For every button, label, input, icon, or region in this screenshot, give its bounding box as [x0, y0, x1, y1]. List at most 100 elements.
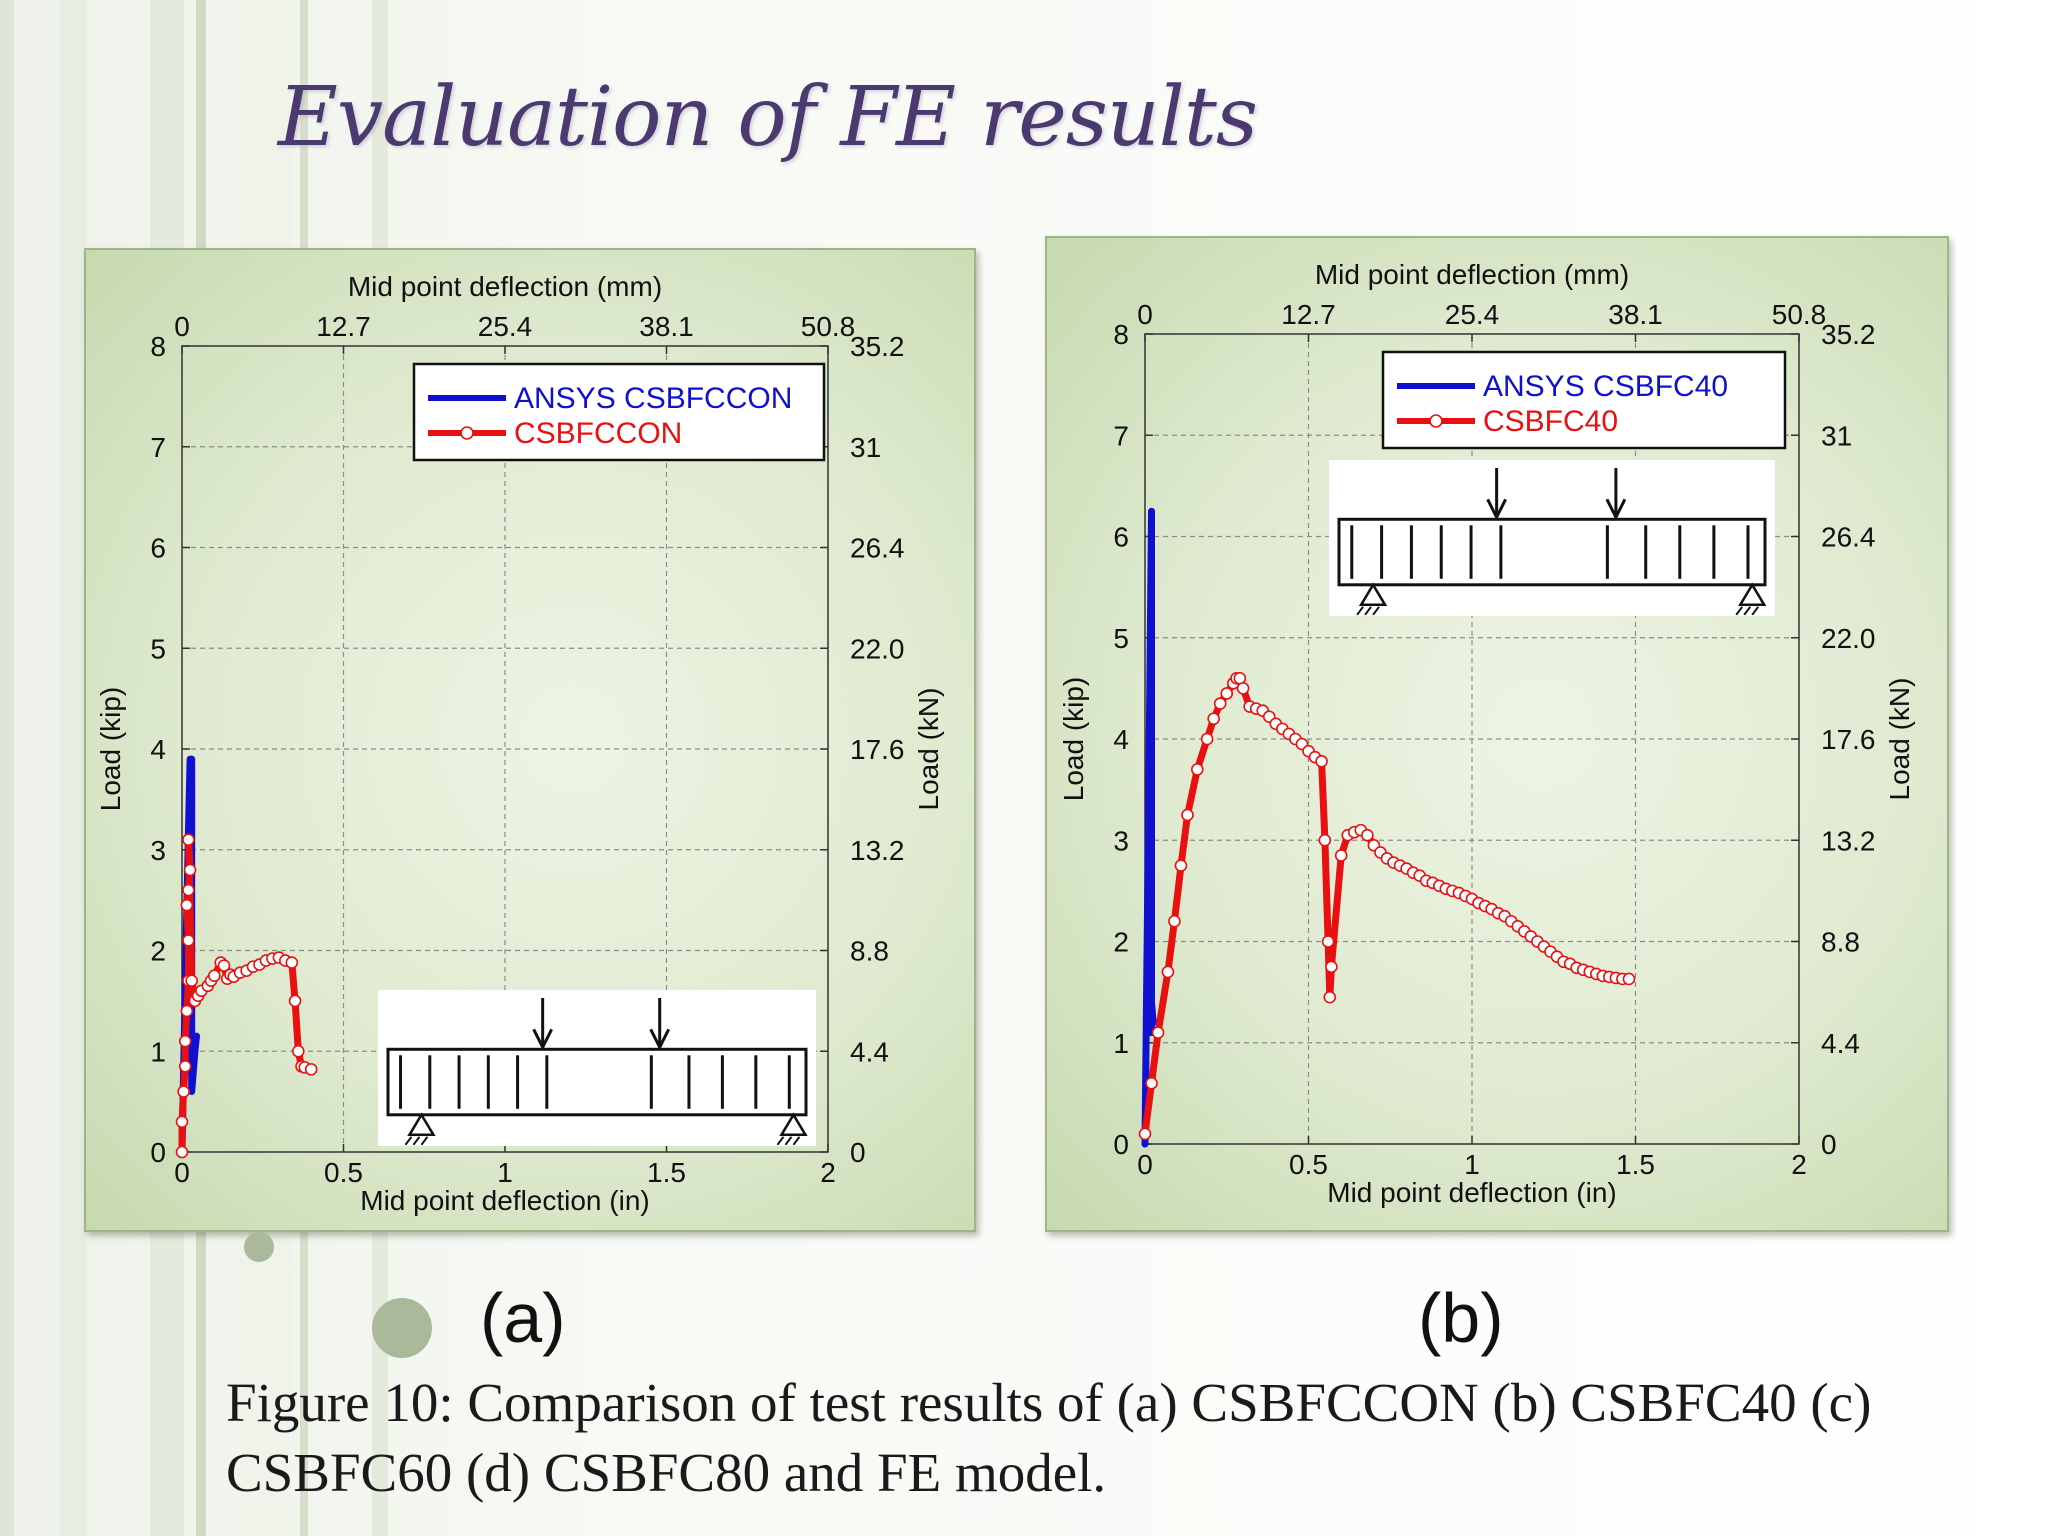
- support-symbol: [779, 1112, 808, 1137]
- y2-tick-label: 31: [1821, 420, 1852, 451]
- legend-marker: [460, 426, 474, 440]
- x2-axis-label: Mid point deflection (mm): [348, 271, 662, 302]
- y-tick-label: 6: [1113, 522, 1129, 553]
- data-point-marker: [1325, 960, 1338, 974]
- y-tick-label: 8: [150, 331, 166, 362]
- x-tick-label: 2: [820, 1157, 836, 1188]
- data-point-marker: [1191, 763, 1204, 776]
- data-point-marker: [1318, 833, 1332, 847]
- beam-diagram: [1329, 460, 1775, 616]
- support-symbol: [1738, 582, 1767, 607]
- data-point-marker: [1145, 1076, 1158, 1090]
- support-hatch: [1372, 606, 1380, 616]
- series-line: [1141, 507, 1157, 1148]
- data-point-marker: [1200, 732, 1214, 746]
- data-point-marker: [285, 956, 299, 969]
- data-point-marker: [175, 1145, 189, 1159]
- y-tick-label: 1: [1113, 1028, 1129, 1059]
- y2-tick-label: 4.4: [1821, 1028, 1860, 1059]
- data-point-marker: [185, 974, 198, 988]
- x2-tick-label: 25.4: [1445, 299, 1500, 330]
- support-hatch: [1751, 606, 1760, 616]
- y2-tick-label: 17.6: [1821, 724, 1876, 755]
- legend-box: [412, 362, 826, 462]
- y-tick-label: 4: [1113, 724, 1129, 755]
- x-axis-label: Mid point deflection (in): [1327, 1177, 1616, 1208]
- data-point-marker: [217, 959, 231, 972]
- x-axis-label: Mid point deflection (in): [360, 1185, 649, 1216]
- y-tick-label: 2: [1113, 927, 1129, 958]
- data-point-marker: [182, 833, 195, 846]
- data-point-marker: [1361, 828, 1374, 842]
- data-point-marker: [291, 1044, 305, 1058]
- x-tick-label: 0: [1137, 1149, 1153, 1180]
- sub-label-b: (b): [1418, 1279, 1504, 1357]
- y2-tick-label: 0: [1821, 1129, 1837, 1160]
- figure-caption: Figure 10: Comparison of test results of…: [226, 1372, 1872, 1503]
- data-point-marker: [1151, 1026, 1165, 1039]
- x2-tick-label: 38.1: [639, 311, 694, 342]
- data-point-marker: [1622, 972, 1636, 986]
- load-arrow-head: [532, 1028, 554, 1051]
- data-point-marker: [1233, 671, 1247, 685]
- data-point-marker: [288, 994, 302, 1008]
- y-tick-label: 5: [150, 633, 166, 664]
- y2-tick-label: 13.2: [850, 835, 905, 866]
- data-point-marker: [1207, 712, 1220, 726]
- y-tick-label: 7: [1113, 420, 1129, 451]
- legend-box: [1381, 350, 1787, 450]
- y-tick-label: 0: [1113, 1129, 1129, 1160]
- y2-tick-label: 8.8: [850, 936, 889, 967]
- data-point-marker: [1236, 682, 1250, 695]
- data-point-marker: [180, 1004, 194, 1018]
- y2-tick-label: 17.6: [850, 734, 905, 765]
- x-tick-label: 1: [497, 1157, 513, 1188]
- x-tick-label: 1.5: [1616, 1149, 1655, 1180]
- data-point-marker: [1213, 697, 1227, 710]
- x2-tick-label: 0: [1137, 299, 1153, 330]
- y2-tick-label: 31: [850, 432, 881, 463]
- y-tick-label: 5: [1113, 623, 1129, 654]
- y2-tick-label: 8.8: [1821, 927, 1860, 958]
- data-point-marker: [1334, 849, 1348, 862]
- data-point-marker: [208, 969, 221, 982]
- legend-entry: ANSYS CSBFC40: [1483, 370, 1728, 403]
- data-point-marker: [1168, 914, 1181, 928]
- data-point-marker: [304, 1063, 318, 1076]
- y2-tick-label: 0: [850, 1137, 866, 1168]
- data-point-marker: [1220, 687, 1234, 700]
- data-point-marker: [182, 934, 195, 947]
- x-tick-label: 2: [1791, 1149, 1807, 1180]
- beam-outline: [1337, 517, 1767, 587]
- data-point-marker: [1323, 990, 1337, 1004]
- load-arrow-head: [649, 1028, 671, 1051]
- y2-tick-label: 4.4: [850, 1036, 889, 1067]
- x2-tick-label: 50.8: [801, 311, 856, 342]
- y-axis-label: Load (kip): [1058, 677, 1089, 802]
- support-hatch: [420, 1136, 429, 1146]
- x-tick-label: 0.5: [324, 1157, 363, 1188]
- y2-tick-label: 22.0: [850, 633, 905, 664]
- y2-tick-label: 13.2: [1821, 825, 1876, 856]
- beam-outline: [386, 1047, 808, 1117]
- x-tick-label: 0: [174, 1157, 190, 1188]
- data-point-marker: [178, 1060, 192, 1073]
- y2-tick-label: 26.4: [850, 533, 905, 564]
- data-point-marker: [1161, 965, 1175, 979]
- x2-tick-label: 0: [174, 311, 190, 342]
- beam-diagram: [378, 990, 816, 1146]
- slide-title: Evaluation of FE results: [278, 70, 1258, 165]
- support-hatch: [404, 1136, 413, 1146]
- y-axis-label: Load (kip): [95, 687, 126, 812]
- beam-diagram-background: [1329, 460, 1775, 616]
- y2-tick-label: 26.4: [1821, 522, 1876, 553]
- y2-tick-label: 22.0: [1821, 623, 1876, 654]
- load-arrow-head: [1486, 498, 1507, 521]
- bullet-dot: [372, 1298, 432, 1358]
- series-line: [1141, 674, 1633, 1138]
- bullet-dot: [244, 1232, 274, 1262]
- sub-label-a: (a): [480, 1279, 566, 1357]
- x-tick-label: 0.5: [1289, 1149, 1328, 1180]
